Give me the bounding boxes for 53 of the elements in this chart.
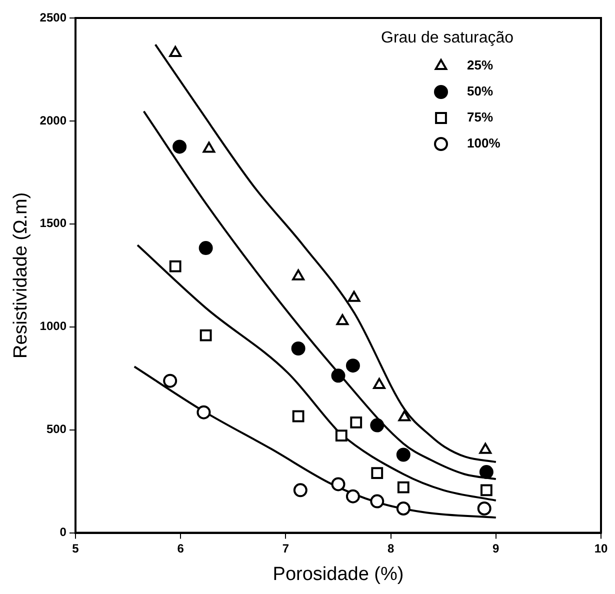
point — [477, 502, 492, 516]
point — [293, 483, 308, 498]
point — [331, 368, 346, 383]
point — [292, 410, 304, 422]
line-series — [133, 366, 497, 519]
point — [346, 489, 360, 504]
y-tick-label: 2500 — [40, 10, 67, 24]
x-tick-label: 6 — [177, 541, 184, 556]
point — [198, 241, 213, 256]
point — [169, 260, 182, 272]
point — [350, 416, 362, 428]
point — [371, 467, 384, 480]
point — [370, 418, 384, 432]
point — [196, 405, 211, 420]
point — [479, 442, 492, 454]
y-axis-title: Resistividade (Ω.m) — [10, 192, 32, 359]
point — [200, 329, 212, 342]
x-tick-label: 5 — [72, 541, 80, 556]
point — [336, 314, 349, 326]
point — [335, 430, 348, 442]
x-tick-label: 7 — [282, 541, 290, 556]
point — [397, 481, 410, 494]
point — [348, 290, 360, 302]
legend-title: Grau de saturação — [381, 29, 514, 46]
x-tick-label: 8 — [387, 541, 394, 556]
point — [370, 494, 384, 508]
y-tick-label: 2000 — [40, 113, 67, 128]
point — [331, 477, 346, 492]
x-axis-title: Porosidade (%) — [272, 564, 404, 585]
y-tick-label: 1500 — [40, 216, 67, 230]
point — [479, 465, 494, 480]
y-tick-label: 500 — [46, 422, 67, 436]
point — [346, 358, 360, 373]
y-tick-label: 1000 — [40, 319, 67, 334]
legend-label: 25% — [467, 58, 494, 73]
point — [169, 46, 182, 58]
point — [373, 378, 386, 389]
line-series — [136, 244, 497, 502]
point — [291, 342, 306, 356]
point — [172, 140, 187, 154]
x-tick-label: 9 — [492, 541, 500, 556]
legend-label: 100% — [467, 136, 501, 151]
x-tick-label: 10 — [594, 541, 608, 556]
y-tick-label: 0 — [60, 525, 67, 540]
point — [202, 142, 216, 153]
point — [396, 448, 410, 462]
point — [396, 502, 410, 516]
point — [163, 374, 178, 388]
legend-label: 75% — [467, 110, 494, 125]
legend-label: 50% — [467, 84, 494, 99]
point — [292, 269, 305, 280]
point — [480, 484, 492, 496]
point — [398, 410, 411, 422]
